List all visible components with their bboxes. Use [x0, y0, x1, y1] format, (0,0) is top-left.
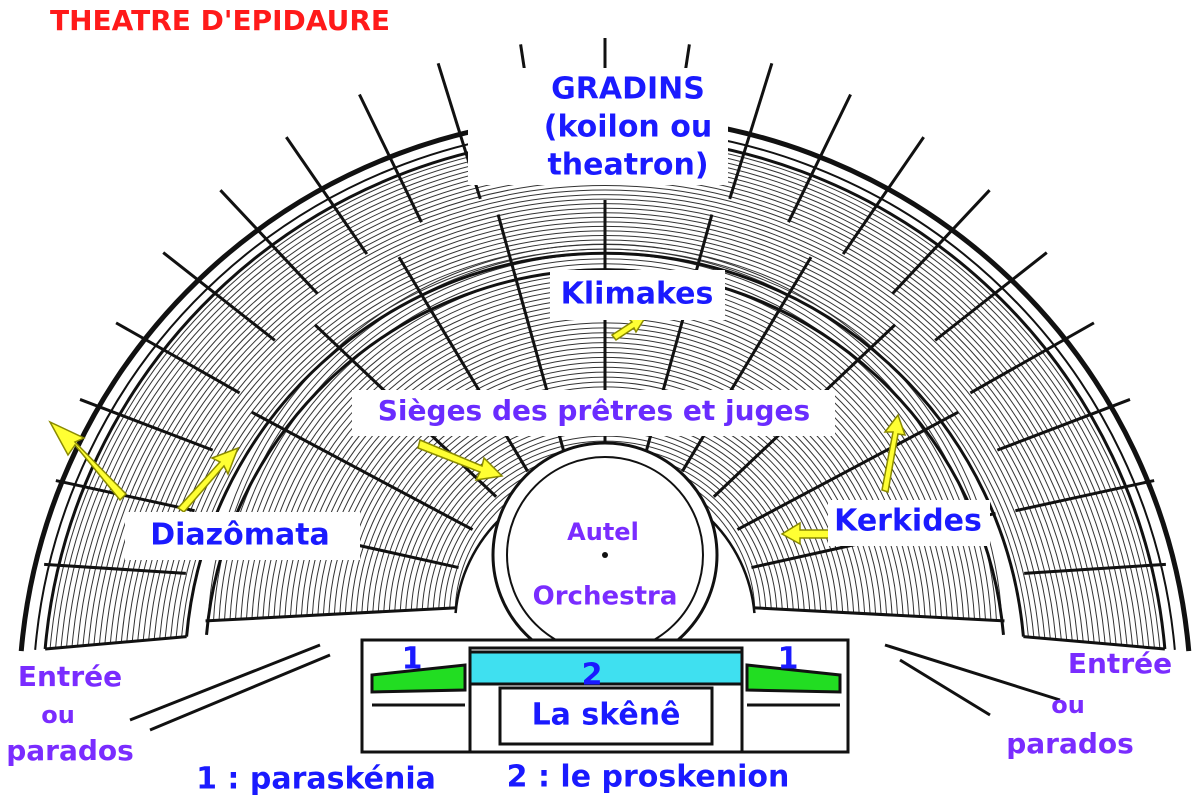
label-box: [125, 512, 360, 560]
entree-left: ou: [41, 701, 75, 729]
stairway: [891, 189, 991, 295]
stairway: [44, 562, 186, 575]
stairway: [115, 321, 241, 395]
seat-row: [120, 198, 1090, 643]
stairway: [1024, 562, 1166, 575]
gradins-label: GRADINS: [551, 72, 705, 107]
stairway: [205, 606, 456, 623]
title: THEATRE D'EPIDAURE: [50, 4, 390, 37]
label-box: [352, 390, 835, 436]
entree-left: parados: [6, 734, 134, 767]
stairway: [841, 136, 925, 255]
label-box: [468, 68, 728, 185]
stairway: [358, 93, 423, 223]
entree-right: ou: [1051, 691, 1085, 719]
altar: [602, 552, 608, 558]
stairway: [79, 398, 214, 452]
stairway: [1015, 479, 1155, 513]
stage-number: 2: [582, 658, 603, 693]
stairway: [285, 136, 369, 255]
arrows: [48, 317, 907, 546]
stage-number: 1: [778, 642, 799, 677]
entree-right: Entrée: [1068, 647, 1172, 680]
legend-item: 1 : paraskénia: [196, 762, 436, 797]
stairway: [728, 62, 774, 200]
stairway: [996, 398, 1131, 452]
stairway: [969, 321, 1095, 395]
klimakes-label: Klimakes: [561, 277, 714, 312]
seat-row: [109, 189, 1101, 644]
skene-label: La skênê: [532, 698, 681, 733]
gradins-label: theatron): [547, 148, 708, 183]
stairway: [219, 189, 319, 295]
stairway: [934, 251, 1048, 342]
seat-row: [115, 194, 1095, 643]
legend-item: 2 : le proskenion: [507, 760, 790, 795]
sieges-label: Sièges des prêtres et juges: [378, 394, 810, 427]
stairway: [45, 635, 187, 651]
entree-left: Entrée: [18, 660, 122, 693]
diazomata-label: Diazômata: [150, 518, 330, 553]
label-box: [550, 270, 725, 320]
stairway: [251, 410, 474, 531]
autel-label: Autel: [567, 518, 639, 546]
stairway: [787, 93, 852, 223]
entree-right: parados: [1006, 727, 1134, 760]
label-box: [828, 500, 990, 546]
kerkides-label: Kerkides: [834, 504, 982, 539]
stairway: [162, 251, 276, 342]
stairway: [754, 606, 1005, 623]
orchestra-label: Orchestra: [533, 582, 678, 612]
stage-number: 1: [402, 642, 423, 677]
stairway: [736, 410, 959, 531]
stage: [129, 638, 1061, 754]
gradins-label: (koilon ou: [544, 110, 712, 145]
seat-row: [104, 185, 1106, 644]
stairway: [1023, 635, 1165, 651]
